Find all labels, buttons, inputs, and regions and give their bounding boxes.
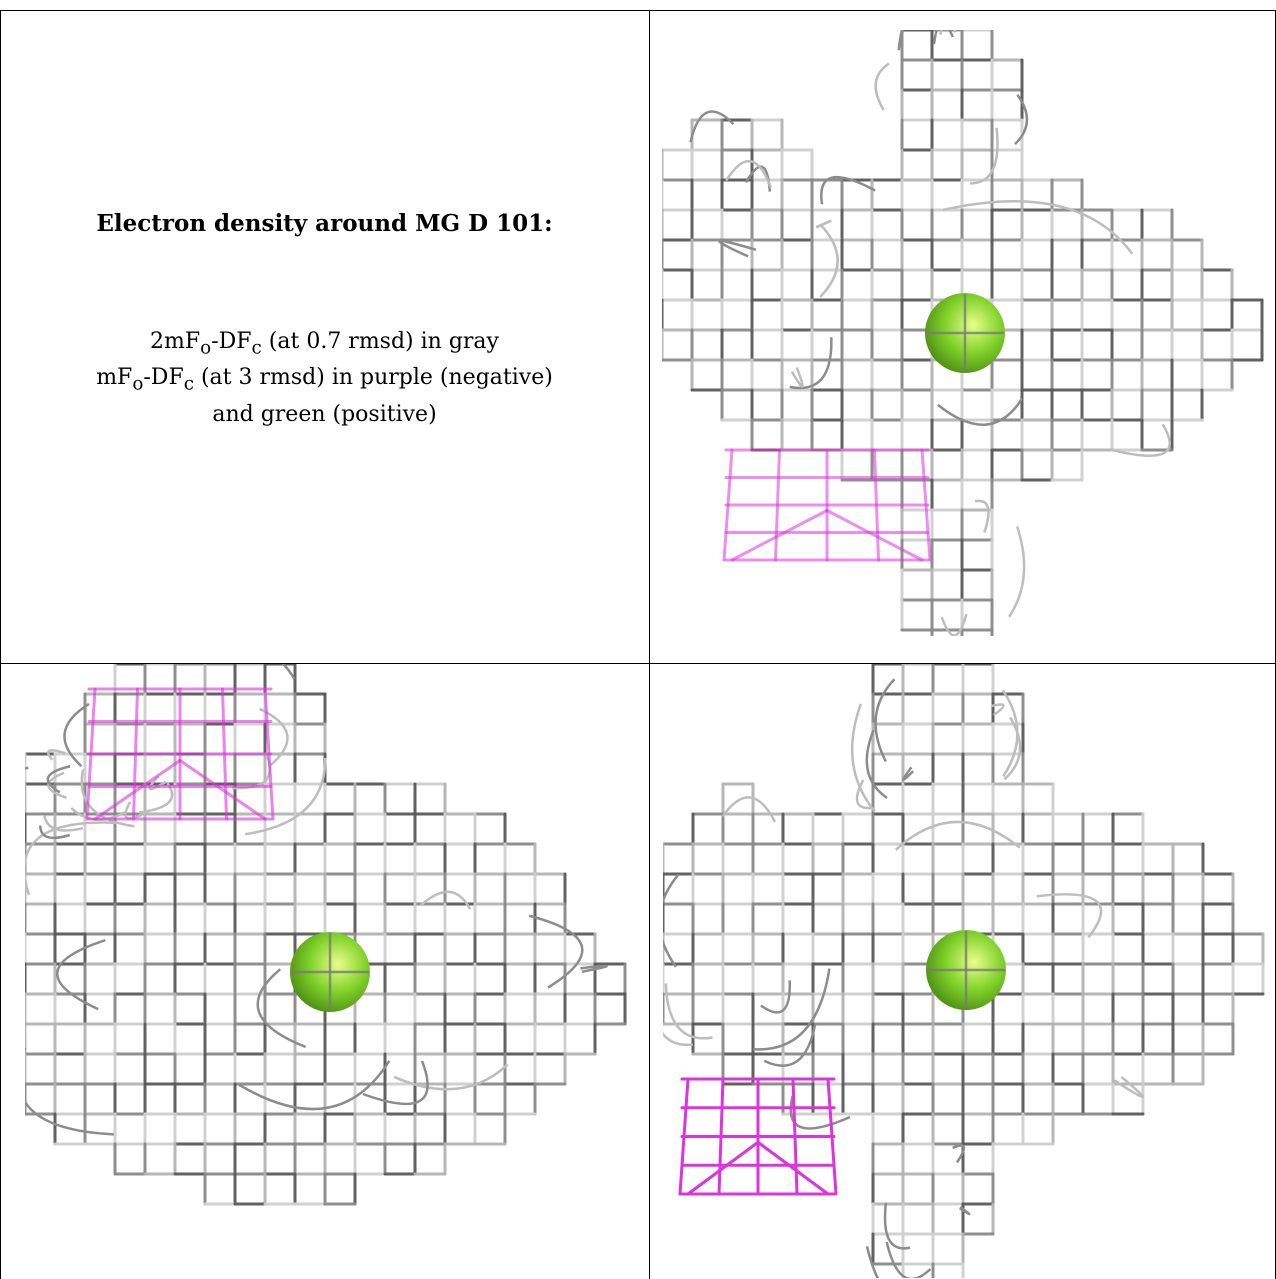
figure-title: Electron density around MG D 101: (96, 210, 553, 237)
legend-description: (at 3 rmsd) in purple (negative) (193, 365, 553, 391)
table-border-middle (0, 663, 1276, 664)
density-mesh (662, 30, 1264, 636)
table-border-left (0, 10, 1, 1279)
magnesium-atom (926, 930, 1006, 1010)
density-view-bottom-right (663, 664, 1275, 1278)
density-view-top-right (662, 30, 1274, 636)
legend-line-1: 2mFo-DFc (at 0.7 rmsd) in gray (1, 327, 648, 363)
legend-term: mF (96, 365, 133, 391)
legend-text: 2mFo-DFc (at 0.7 rmsd) in gray mFo-DFc (… (1, 327, 648, 430)
legend-subscript: o (132, 373, 144, 395)
legend-term: -DF (211, 329, 252, 354)
legend-line-3: and green (positive) (212, 401, 437, 427)
legend-subscript: c (251, 337, 262, 359)
caption-cell: Electron density around MG D 101: 2mFo-D… (1, 11, 648, 663)
legend-subscript: o (200, 337, 212, 359)
legend-subscript: c (183, 373, 194, 395)
negative-density-blob (678, 1077, 838, 1196)
magnesium-atom (290, 932, 370, 1012)
legend-term: -DF (143, 365, 184, 391)
density-mesh (25, 664, 627, 1206)
legend-description: (at 0.7 rmsd) in gray (261, 329, 499, 354)
table-border-top (0, 10, 1276, 11)
density-mesh (663, 664, 1265, 1278)
density-view-bottom-left (25, 664, 635, 1278)
legend-line-2: mFo-DFc (at 3 rmsd) in purple (negative) (1, 363, 648, 399)
legend-term: 2mF (150, 329, 201, 354)
magnesium-atom (925, 293, 1005, 373)
negative-density-blob (85, 687, 275, 821)
table-border-center (649, 10, 650, 1279)
negative-density-blob (722, 448, 932, 562)
